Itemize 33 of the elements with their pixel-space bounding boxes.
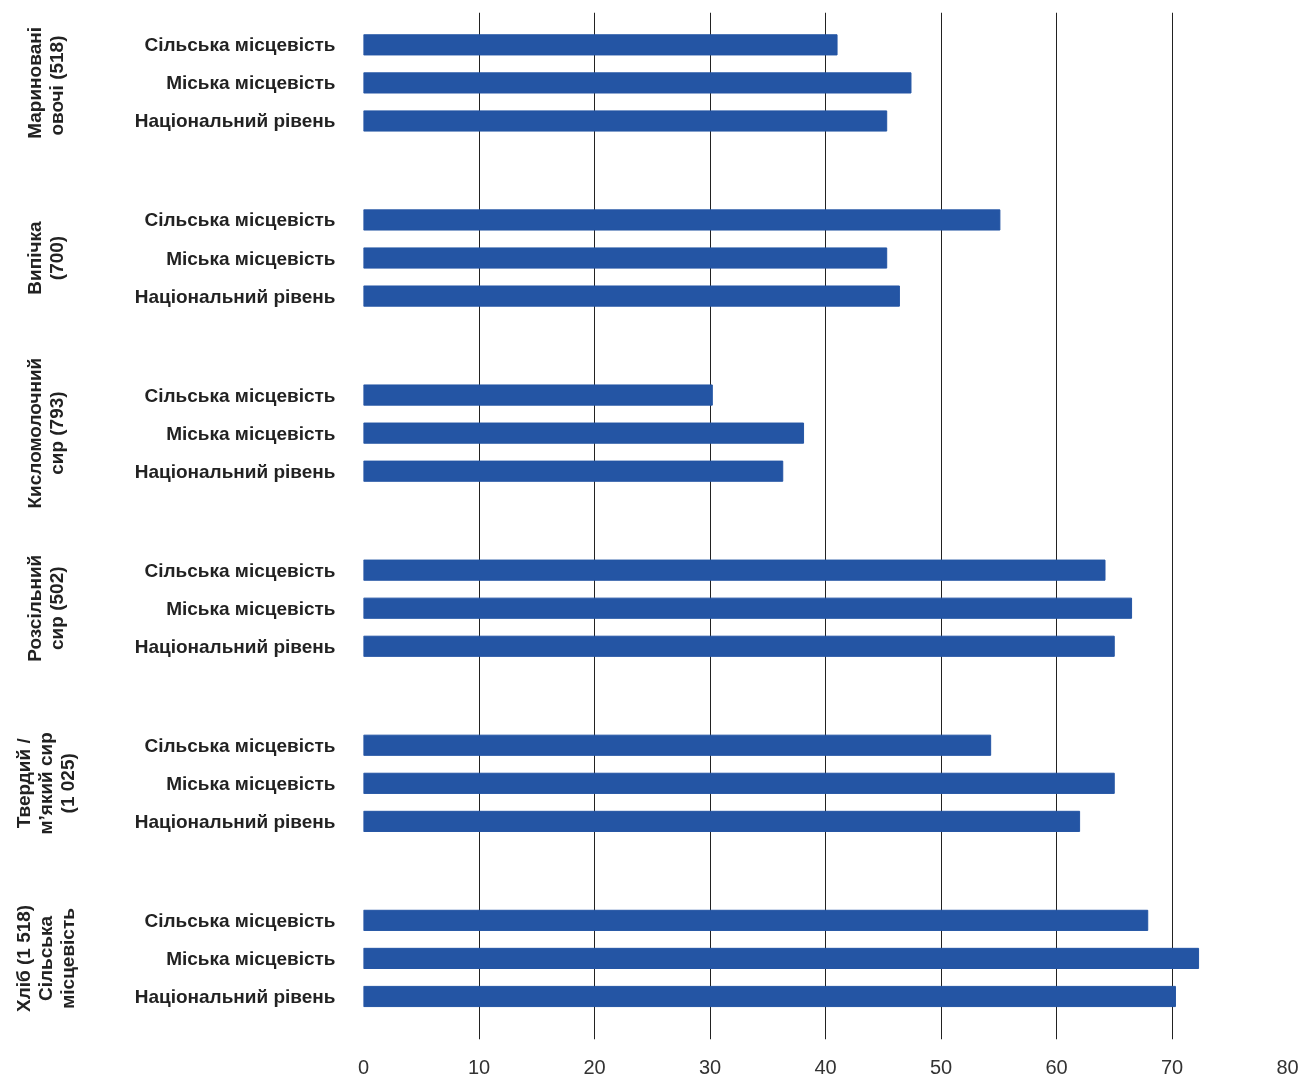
y-tick-label: Міська місцевість [166, 247, 336, 269]
y-tick-label: Сільська місцевість [144, 909, 336, 931]
x-tick-label: 70 [1160, 1055, 1184, 1076]
x-tick-label: 60 [1045, 1055, 1068, 1076]
x-tick-label: 80 [1276, 1055, 1299, 1076]
x-tick-label: 10 [467, 1055, 491, 1076]
x-tick-label: 40 [814, 1055, 837, 1076]
y-tick-label: Національний рівень [134, 460, 336, 482]
x-tick-label: 20 [583, 1055, 606, 1076]
y-tick-label: Національний рівень [134, 635, 336, 657]
y-tick-label: Національний рівень [134, 110, 336, 132]
text: Кисломолочний сир (793) [23, 357, 68, 509]
text: Мариновані овочі (518) [23, 27, 68, 139]
y-tick-label: Сільська місцевість [144, 559, 336, 581]
x-tick-label: 0 [357, 1055, 370, 1076]
y-tick-label: Міська місцевість [166, 422, 336, 444]
y-tick-label: Національний рівень [134, 985, 336, 1007]
y-tick-label: Міська місцевість [166, 947, 336, 969]
y-tick-label: Сільська місцевість [144, 384, 336, 406]
text: Випічка (700) [23, 220, 68, 295]
text: Твердий / м’який сир (1 025) [12, 732, 79, 835]
x-tick-label: 30 [698, 1055, 722, 1076]
y-tick-label: Міська місцевість [166, 772, 336, 794]
text: Хліб (1 518) Сільська місцевість [12, 904, 79, 1013]
y-tick-label: Міська місцевість [166, 597, 336, 619]
text: Розсільний сир (502) [23, 554, 68, 662]
y-tick-label: Сільська місцевість [144, 209, 336, 231]
y-tick-label: Національний рівень [134, 285, 336, 307]
y-tick-label: Національний рівень [134, 810, 336, 832]
y-tick-label: Сільська місцевість [144, 34, 336, 56]
x-tick-label: 50 [929, 1055, 953, 1076]
y-tick-label: Міська місцевість [166, 72, 336, 94]
y-tick-label: Сільська місцевість [144, 734, 336, 756]
